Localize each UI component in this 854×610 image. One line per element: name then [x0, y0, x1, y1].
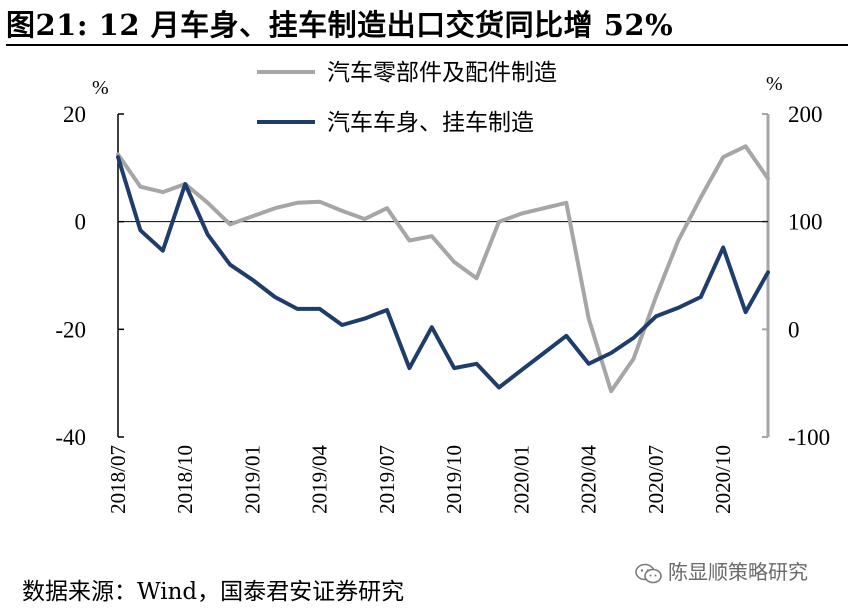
left-axis-tick-label: -40	[55, 425, 86, 450]
chart-title: 图21: 12 月车身、挂车制造出口交货同比增 52%	[6, 8, 674, 42]
x-tick-label: 2019/01	[240, 445, 264, 514]
x-tick-label: 2019/07	[375, 445, 399, 514]
x-tick-label: 2020/10	[711, 445, 735, 514]
watermark-text: 陈显顺策略研究	[668, 560, 808, 584]
right-axis-tick-label: 200	[788, 102, 823, 127]
series-line-parts	[116, 144, 770, 394]
right-axis-tick-label: 0	[788, 317, 800, 342]
left-axis-unit: %	[92, 77, 109, 99]
x-tick-label: 2018/07	[106, 445, 130, 514]
title-divider	[6, 44, 848, 46]
wechat-icon	[635, 563, 662, 584]
right-axis-tick-label: -100	[788, 425, 830, 450]
legend-label: 汽车车身、挂车制造	[327, 110, 534, 135]
series-line-body	[116, 155, 770, 390]
left-axis-tick-label: 0	[75, 210, 87, 235]
right-axis-unit: %	[766, 73, 783, 95]
x-tick-label: 2020/04	[577, 445, 601, 514]
x-tick-label: 2019/10	[442, 445, 466, 514]
x-tick-label: 2018/10	[173, 445, 197, 514]
left-axis-tick-label: 20	[63, 102, 86, 127]
left-axis-tick-label: -20	[55, 317, 86, 342]
x-tick-label: 2020/07	[644, 445, 668, 514]
right-axis-tick-label: 100	[788, 210, 823, 235]
x-tick-label: 2020/01	[509, 445, 533, 514]
legend-label: 汽车零部件及配件制造	[327, 60, 557, 85]
data-source: 数据来源：Wind，国泰君安证券研究	[22, 579, 405, 605]
x-tick-label: 2019/04	[308, 445, 332, 514]
